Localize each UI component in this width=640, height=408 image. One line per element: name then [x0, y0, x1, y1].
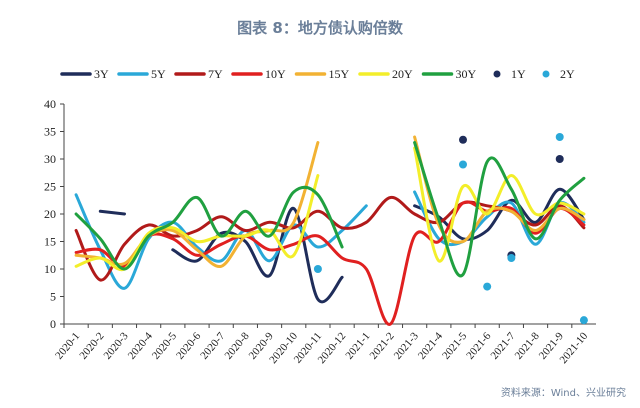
- x-tick-label: 2020-3: [102, 330, 132, 362]
- source-note: 资料来源：Wind、兴业研究: [500, 388, 626, 399]
- legend-label: 2Y: [560, 67, 575, 81]
- legend: 3Y 5Y 7Y 10Y 15Y 20Y 30Y 1Y 2Y: [60, 67, 575, 81]
- legend-item-20y: 20Y: [358, 67, 413, 81]
- x-tick-label: 2020-8: [222, 330, 252, 362]
- y-tick-label: 35: [44, 125, 56, 139]
- series-3y: [98, 187, 586, 304]
- x-tick-label: 2021-2: [368, 330, 397, 362]
- y-tick-label: 15: [44, 235, 56, 249]
- series-2y: [313, 133, 588, 325]
- data-point-2y: [483, 282, 492, 291]
- y-tick-label: 20: [44, 207, 56, 221]
- series-line-20y: [413, 146, 586, 263]
- series-line-30y: [413, 141, 586, 278]
- x-tick-label: 2020-7: [198, 330, 228, 362]
- x-tick-label: 2021-1: [343, 330, 372, 362]
- x-tick-label: 2021-7: [488, 330, 518, 362]
- data-point-2y: [459, 160, 467, 169]
- x-tick-label: 2020-6: [174, 330, 204, 362]
- legend-swatch: [542, 70, 550, 78]
- legend-item-2y: 2Y: [542, 67, 575, 81]
- y-tick-label: 25: [44, 180, 56, 194]
- legend-label: 5Y: [151, 67, 166, 81]
- x-tick-label: 2020-1: [53, 330, 82, 362]
- legend-label: 1Y: [511, 67, 526, 81]
- data-point-2y: [507, 254, 516, 262]
- x-tick-label: 2021-3: [392, 330, 422, 362]
- series-line-3y: [171, 206, 344, 304]
- y-tick-label: 5: [50, 290, 56, 304]
- legend-label: 20Y: [392, 67, 413, 81]
- data-point-1y: [555, 155, 564, 163]
- legend-label: 10Y: [265, 67, 286, 81]
- series-line-3y: [98, 209, 126, 216]
- legend-item-30y: 30Y: [421, 67, 477, 81]
- y-tick-label: 10: [44, 262, 56, 276]
- x-tick-label: 2021-6: [464, 330, 494, 362]
- series-line-15y: [413, 135, 586, 244]
- series-line-20y: [74, 174, 320, 272]
- y-tick-label: 40: [44, 97, 56, 111]
- series-20y: [74, 146, 586, 272]
- legend-label: 30Y: [456, 67, 477, 81]
- series-30y: [74, 141, 586, 278]
- legend-item-1y: 1Y: [493, 67, 526, 81]
- x-tick-label: 2020-2: [77, 330, 106, 362]
- legend-swatch: [493, 70, 501, 78]
- x-tick-label: 2021-4: [416, 330, 446, 362]
- series-line-5y: [74, 193, 368, 290]
- x-tick-label: 2021-8: [513, 330, 543, 362]
- legend-item-15y: 15Y: [294, 67, 350, 81]
- legend-label: 3Y: [94, 67, 109, 81]
- legend-item-7y: 7Y: [174, 67, 223, 81]
- series-line-30y: [74, 185, 344, 271]
- legend-label: 15Y: [329, 67, 350, 81]
- data-point-1y: [459, 135, 467, 144]
- x-tick-label: 2020-5: [150, 330, 180, 362]
- series-layer: [74, 133, 588, 326]
- legend-item-10y: 10Y: [231, 67, 286, 81]
- legend-label: 7Y: [208, 67, 223, 81]
- data-point-2y: [579, 316, 588, 325]
- x-tick-label: 2020-4: [126, 330, 156, 362]
- data-point-2y: [313, 265, 322, 273]
- x-tick-label: 2021-5: [440, 330, 470, 362]
- legend-item-5y: 5Y: [117, 67, 166, 81]
- series-line-3y: [413, 187, 586, 241]
- data-point-2y: [555, 133, 564, 141]
- axes: 0 5 10 15 20 25 30 35 40 2020-12020-22020-32020-4…: [44, 97, 596, 366]
- chart-title: 图表 8：地方债认购倍数: [237, 19, 403, 37]
- y-tick-label: 30: [44, 152, 56, 166]
- y-tick-label: 0: [50, 317, 56, 331]
- legend-item-3y: 3Y: [60, 67, 109, 81]
